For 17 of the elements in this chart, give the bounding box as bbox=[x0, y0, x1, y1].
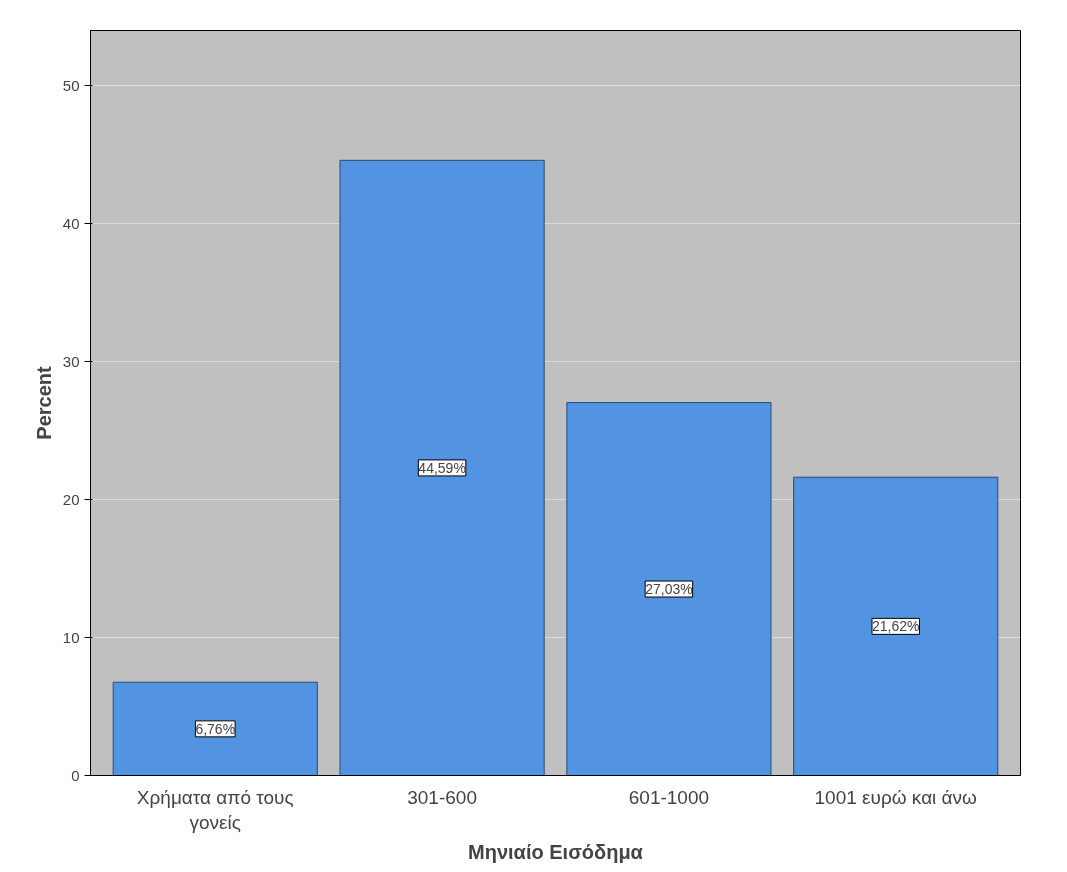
x-tick-label: Χρήματα από τους γονείς bbox=[136, 786, 294, 833]
y-tick-label: 10 bbox=[62, 628, 80, 646]
y-tick-label: 40 bbox=[62, 214, 80, 232]
x-tick-label: 301-600 bbox=[407, 786, 477, 808]
bar bbox=[112, 681, 318, 776]
y-tick-label: 50 bbox=[62, 76, 80, 94]
bar bbox=[566, 402, 772, 776]
x-tick-label: 601-1000 bbox=[628, 786, 710, 808]
y-tick-label: 30 bbox=[62, 352, 80, 370]
bar bbox=[793, 476, 999, 776]
bar bbox=[339, 159, 545, 776]
data-label: 6,76% bbox=[195, 720, 236, 737]
x-axis-title: Μηνιαίο Εισόδημα bbox=[468, 840, 644, 863]
y-tick-label: 0 bbox=[71, 766, 80, 784]
x-tick-label: 1001 ευρώ και άνω bbox=[814, 786, 978, 808]
y-axis-title: Percent bbox=[32, 365, 55, 440]
y-tick-label: 20 bbox=[62, 490, 80, 508]
